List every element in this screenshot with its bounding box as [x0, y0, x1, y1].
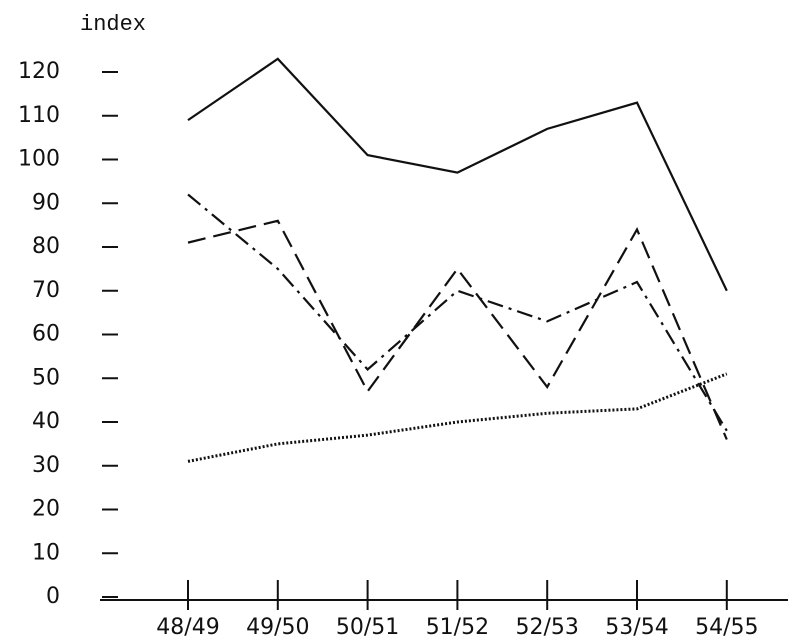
- y-tick-label: 80: [32, 234, 60, 259]
- x-tick-label: 48/49: [156, 615, 219, 640]
- y-tick-label: 90: [32, 190, 60, 215]
- y-tick-label: 0: [46, 584, 60, 609]
- x-tick-label: 52/53: [515, 615, 578, 640]
- y-tick-label: 120: [18, 59, 60, 84]
- x-tick-label: 49/50: [246, 615, 309, 640]
- line-series: [187, 219, 728, 440]
- y-axis-label: index: [80, 12, 146, 37]
- y-tick-label: 40: [32, 409, 60, 434]
- x-tick-label: 54/55: [695, 615, 758, 640]
- y-tick-label: 60: [32, 322, 60, 347]
- y-tick-label: 20: [32, 497, 60, 522]
- x-tick-label: 50/51: [336, 615, 399, 640]
- line-series: [187, 57, 728, 292]
- x-tick-label: 53/54: [605, 615, 668, 640]
- y-tick-label: 50: [32, 365, 60, 390]
- line-series: [187, 372, 728, 463]
- y-tick-label: 30: [32, 453, 60, 478]
- y-tick-label: 110: [18, 103, 60, 128]
- line-series: [187, 193, 728, 432]
- y-tick-label: 70: [32, 278, 60, 303]
- y-tick-label: 10: [32, 540, 60, 565]
- y-tick-label: 100: [18, 147, 60, 172]
- x-tick-label: 51/52: [426, 615, 489, 640]
